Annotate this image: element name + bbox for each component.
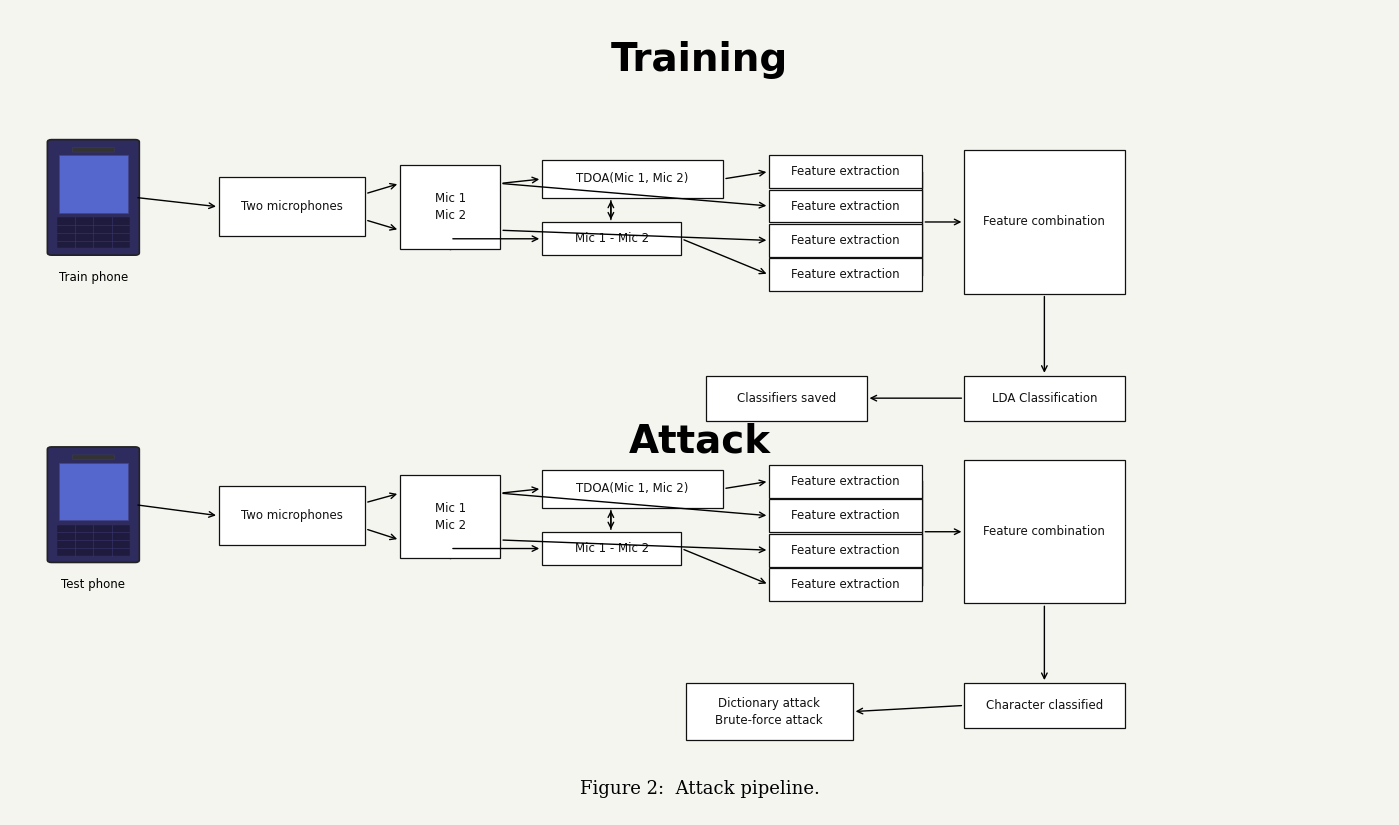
Text: TDOA(Mic 1, Mic 2): TDOA(Mic 1, Mic 2) <box>576 172 688 186</box>
FancyBboxPatch shape <box>769 499 922 532</box>
FancyBboxPatch shape <box>964 150 1125 294</box>
Text: Mic 1 - Mic 2: Mic 1 - Mic 2 <box>575 233 649 245</box>
FancyBboxPatch shape <box>769 155 922 188</box>
Text: Figure 2:  Attack pipeline.: Figure 2: Attack pipeline. <box>579 780 820 799</box>
Text: Test phone: Test phone <box>62 578 126 591</box>
FancyBboxPatch shape <box>769 258 922 291</box>
Text: Training: Training <box>611 41 788 79</box>
Text: Two microphones: Two microphones <box>241 200 343 214</box>
FancyBboxPatch shape <box>769 534 922 567</box>
FancyBboxPatch shape <box>400 474 501 559</box>
FancyBboxPatch shape <box>218 177 365 236</box>
FancyBboxPatch shape <box>964 460 1125 603</box>
FancyBboxPatch shape <box>73 455 115 460</box>
FancyBboxPatch shape <box>400 165 501 248</box>
Text: Mic 1 - Mic 2: Mic 1 - Mic 2 <box>575 542 649 555</box>
FancyBboxPatch shape <box>769 224 922 257</box>
Text: Mic 1
Mic 2: Mic 1 Mic 2 <box>435 192 466 222</box>
Text: Feature extraction: Feature extraction <box>792 165 900 178</box>
Text: LDA Classification: LDA Classification <box>992 392 1097 404</box>
Text: Attack: Attack <box>628 422 771 460</box>
FancyBboxPatch shape <box>56 525 130 555</box>
Text: Feature extraction: Feature extraction <box>792 578 900 591</box>
FancyBboxPatch shape <box>59 155 127 213</box>
FancyBboxPatch shape <box>48 139 140 255</box>
Text: Classifiers saved: Classifiers saved <box>737 392 837 404</box>
FancyBboxPatch shape <box>59 463 127 521</box>
FancyBboxPatch shape <box>706 375 867 421</box>
Text: Feature extraction: Feature extraction <box>792 509 900 522</box>
FancyBboxPatch shape <box>541 223 681 255</box>
FancyBboxPatch shape <box>73 148 115 152</box>
FancyBboxPatch shape <box>541 532 681 565</box>
FancyBboxPatch shape <box>56 217 130 248</box>
FancyBboxPatch shape <box>686 683 853 740</box>
Text: Character classified: Character classified <box>986 699 1102 712</box>
FancyBboxPatch shape <box>48 447 140 563</box>
Text: TDOA(Mic 1, Mic 2): TDOA(Mic 1, Mic 2) <box>576 482 688 495</box>
Text: Dictionary attack
Brute-force attack: Dictionary attack Brute-force attack <box>715 696 823 727</box>
FancyBboxPatch shape <box>964 375 1125 421</box>
FancyBboxPatch shape <box>769 190 922 223</box>
FancyBboxPatch shape <box>218 486 365 545</box>
Text: Train phone: Train phone <box>59 271 127 284</box>
Text: Feature extraction: Feature extraction <box>792 544 900 557</box>
Text: Feature extraction: Feature extraction <box>792 268 900 281</box>
Text: Mic 1
Mic 2: Mic 1 Mic 2 <box>435 502 466 531</box>
Text: Feature combination: Feature combination <box>983 526 1105 538</box>
FancyBboxPatch shape <box>541 470 723 507</box>
FancyBboxPatch shape <box>541 160 723 198</box>
Text: Two microphones: Two microphones <box>241 509 343 522</box>
FancyBboxPatch shape <box>964 683 1125 728</box>
Text: Feature combination: Feature combination <box>983 215 1105 229</box>
Text: Feature extraction: Feature extraction <box>792 200 900 213</box>
Text: Feature extraction: Feature extraction <box>792 234 900 247</box>
FancyBboxPatch shape <box>769 465 922 497</box>
FancyBboxPatch shape <box>769 568 922 601</box>
Text: Feature extraction: Feature extraction <box>792 475 900 488</box>
